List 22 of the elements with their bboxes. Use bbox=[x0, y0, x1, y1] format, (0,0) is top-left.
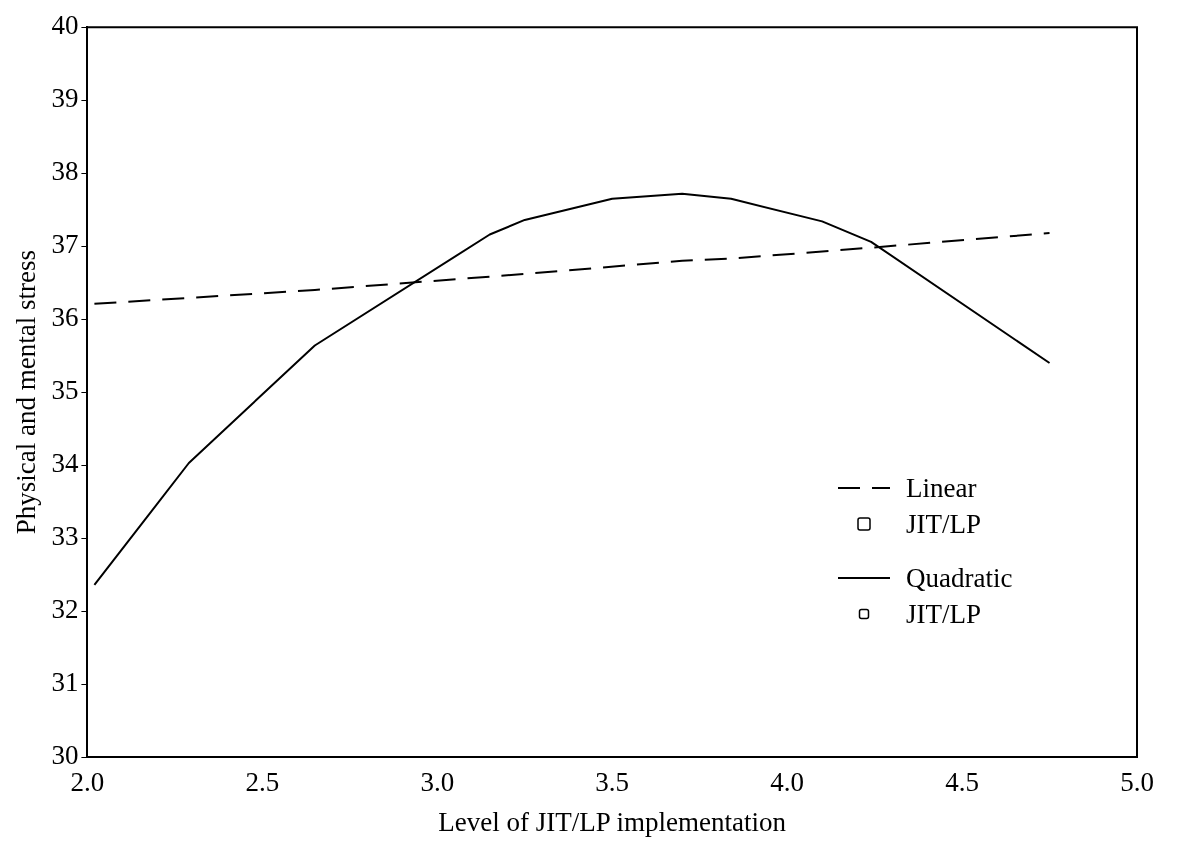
y-tick-label: 32 bbox=[51, 594, 79, 625]
legend-label: JIT/LP bbox=[906, 598, 982, 631]
y-tick-label: 31 bbox=[51, 667, 79, 698]
legend-label: JIT/LP bbox=[906, 508, 982, 541]
y-tick-label: 40 bbox=[51, 10, 79, 41]
x-tick-label: 4.0 bbox=[770, 767, 805, 798]
x-tick-label: 5.0 bbox=[1120, 767, 1154, 798]
y-tick-label: 37 bbox=[51, 229, 79, 260]
x-tick-label: 2.5 bbox=[245, 767, 280, 798]
y-tick-label: 39 bbox=[51, 83, 79, 114]
y-axis-title: Physical and mental stress bbox=[11, 250, 42, 535]
x-tick-label: 3.0 bbox=[420, 767, 455, 798]
y-tick-label: 33 bbox=[51, 521, 79, 552]
x-axis-title: Level of JIT/LP implementation bbox=[438, 806, 787, 837]
y-tick-label: 38 bbox=[51, 156, 79, 187]
legend-label: Linear bbox=[906, 472, 977, 505]
x-tick-label: 3.5 bbox=[595, 767, 630, 798]
y-tick-label: 35 bbox=[51, 375, 79, 406]
y-tick-label: 36 bbox=[51, 302, 79, 333]
legend-label: Quadratic bbox=[906, 562, 1013, 595]
y-tick-label: 34 bbox=[51, 448, 79, 479]
x-tick-label: 4.5 bbox=[945, 767, 979, 798]
